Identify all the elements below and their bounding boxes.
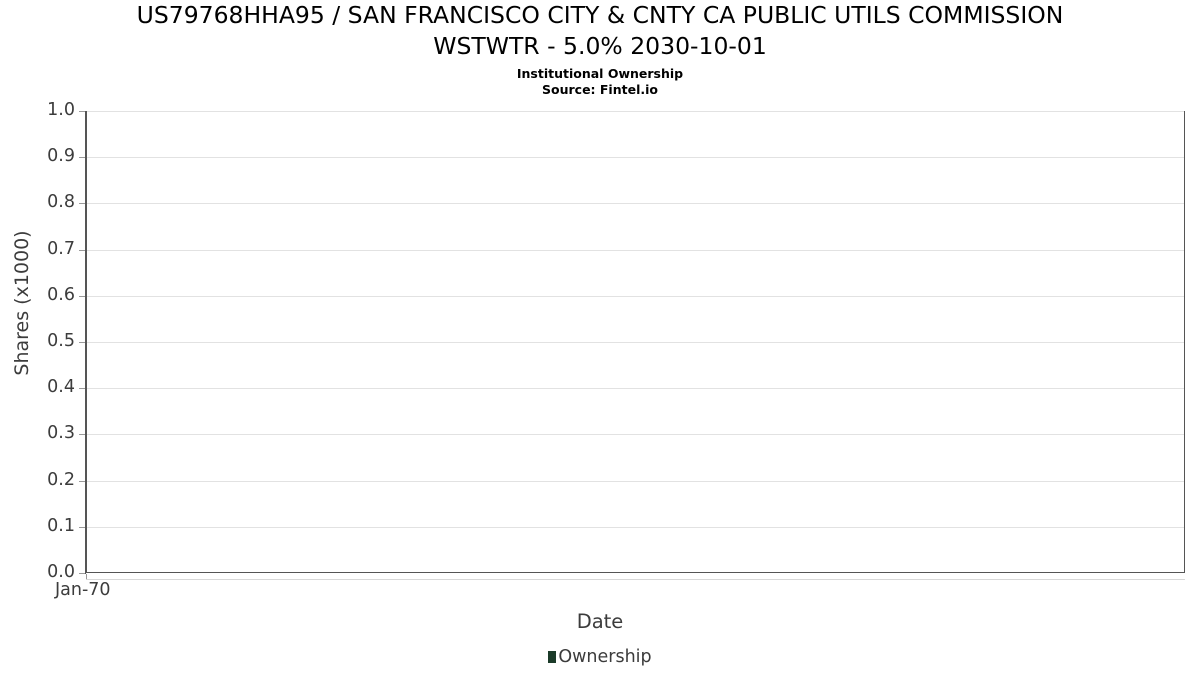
y-axis-tick-mark [79, 573, 85, 574]
y-axis-tick-label: 1.0 [47, 100, 75, 120]
chart-title-line-1: US79768HHA95 / SAN FRANCISCO CITY & CNTY… [136, 1, 1064, 29]
y-axis-tick-label: 0.4 [47, 377, 75, 398]
y-axis-tick-label: 0.3 [47, 423, 75, 444]
y-axis-tick-mark [79, 342, 85, 343]
x-axis-title: Date [576, 610, 624, 633]
x-axis-tick-mark [86, 574, 87, 579]
y-axis-tick-mark [79, 388, 85, 390]
x-axis-tick-label: Jan-70 [55, 580, 111, 600]
y-axis-tick-mark [79, 249, 85, 251]
y-axis-tick-mark [79, 480, 85, 482]
y-axis-line [85, 111, 86, 574]
gridline [87, 526, 1184, 528]
y-axis-tick-label: 0.8 [47, 192, 75, 213]
y-axis-tick-mark [79, 526, 85, 528]
y-axis-tick-label: 0.1 [47, 515, 75, 536]
gridline [87, 342, 1184, 343]
chart-subtitle-line-1: Institutional Ownership [516, 66, 684, 81]
y-axis-tick-label: 0.6 [47, 284, 75, 305]
gridline [87, 203, 1184, 205]
plot-area [86, 111, 1185, 573]
chart-title-line-2: WSTWTR - 5.0% 2030-10-01 [433, 32, 767, 60]
gridline [87, 388, 1184, 390]
gridline [87, 295, 1184, 297]
gridline [87, 434, 1184, 436]
gridline [87, 157, 1184, 159]
gridline [87, 480, 1184, 482]
y-axis-tick-mark [79, 295, 85, 297]
chart-subtitle-source: Source: Fintel.io [542, 81, 658, 97]
gridline [87, 111, 1184, 112]
y-axis-tick-label: 0.2 [47, 469, 75, 490]
y-axis-tick-label: 0.7 [47, 238, 75, 259]
x-axis-baseline [86, 579, 1185, 580]
legend-swatch-icon [548, 651, 557, 663]
legend-item[interactable]: Ownership [548, 647, 652, 667]
y-axis-title: Shares (x1000) [11, 230, 33, 376]
y-axis-tick-mark [79, 203, 85, 205]
y-axis-tick-label: 0.0 [47, 562, 75, 582]
chart-subtitle: Institutional Ownership Source: Fintel.i… [0, 66, 1200, 97]
chart-title: US79768HHA95 / SAN FRANCISCO CITY & CNTY… [0, 0, 1200, 62]
y-axis-tick-label: 0.5 [47, 331, 75, 351]
gridline [87, 249, 1184, 251]
y-axis-tick-mark [79, 157, 85, 159]
chart-legend: Ownership [0, 647, 1200, 667]
y-axis-tick-mark [79, 111, 85, 112]
legend-label: Ownership [558, 647, 652, 667]
y-axis-tick-label: 0.9 [47, 146, 75, 167]
y-axis-tick-mark [79, 434, 85, 436]
